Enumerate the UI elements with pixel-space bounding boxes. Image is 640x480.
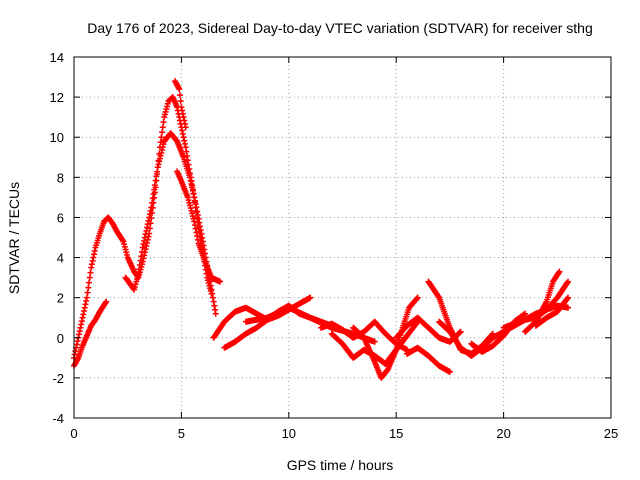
data-point [160, 119, 167, 126]
plot-frame [73, 56, 612, 419]
data-point [371, 338, 378, 345]
series-arc-11 [350, 294, 421, 381]
data-point [182, 124, 189, 131]
y-tick-label: 10 [50, 130, 64, 145]
data-point [177, 98, 184, 105]
series-arc-19 [532, 294, 572, 329]
data-point [217, 278, 224, 285]
data-point [159, 124, 166, 131]
data-point [556, 268, 563, 275]
y-tick-label: 6 [57, 210, 64, 225]
data-point [212, 310, 219, 317]
data-point [565, 294, 572, 301]
data-point [86, 279, 93, 286]
x-tick-label: 0 [70, 426, 77, 441]
data-point [85, 284, 92, 291]
y-tick-label: 2 [57, 291, 64, 306]
data-point [146, 225, 153, 232]
data-point [446, 368, 453, 375]
series-arc-18 [522, 268, 563, 335]
data-point [176, 86, 183, 93]
series-arc-13 [403, 344, 453, 375]
data-point [158, 134, 165, 141]
x-tick-label: 10 [282, 426, 296, 441]
x-axis-label: GPS time / hours [287, 457, 394, 473]
data-point [87, 269, 94, 276]
series-arc-15 [436, 302, 572, 359]
series-arc-5 [174, 168, 224, 285]
y-tick-label: 0 [57, 331, 64, 346]
y-tick-label: 4 [57, 251, 64, 266]
y-axis-label: SDTVAR / TECUs [6, 182, 22, 294]
x-tick-label: 20 [496, 426, 510, 441]
series-arc-3 [122, 130, 219, 317]
y-tick-label: 12 [50, 90, 64, 105]
series-arc-4 [171, 78, 189, 131]
y-tick-label: 14 [50, 50, 64, 65]
y-tick-label: 8 [57, 170, 64, 185]
data-point [159, 129, 166, 136]
data-point [307, 294, 314, 301]
chart-title: Day 176 of 2023, Sidereal Day-to-day VTE… [87, 20, 593, 36]
axis-ticks: 0 5 10 15 20 25 -4 -2 0 2 4 6 8 10 12 14 [50, 50, 619, 441]
data-point [176, 92, 183, 99]
data-point [565, 304, 572, 311]
x-tick-label: 15 [389, 426, 403, 441]
x-tick-label: 5 [178, 426, 185, 441]
y-tick-label: -4 [52, 411, 64, 426]
data-point [86, 274, 93, 281]
data-point [103, 298, 110, 305]
data-point [84, 289, 91, 296]
data-point [522, 310, 529, 317]
x-tick-label: 25 [604, 426, 618, 441]
series-arc-7 [221, 294, 314, 351]
data-points [71, 78, 572, 381]
y-tick-label: -2 [52, 371, 64, 386]
grid-lines [74, 57, 611, 418]
data-point [457, 328, 464, 335]
series-arc-1 [71, 298, 110, 369]
data-point [565, 278, 572, 285]
data-point [414, 294, 421, 301]
data-point [83, 294, 90, 301]
